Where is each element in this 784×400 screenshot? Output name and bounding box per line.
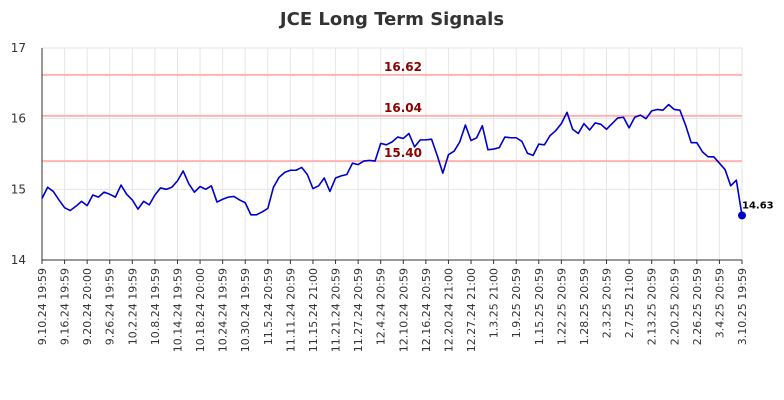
level-label: 16.62 [384, 60, 422, 74]
x-tick-label: 12.20.24 21:00 [442, 268, 455, 352]
x-tick-label: 2.20.25 20:59 [668, 268, 681, 345]
x-tick-label: 2.7.25 21:00 [623, 268, 636, 338]
level-label: 15.40 [384, 146, 422, 160]
x-tick-label: 12.10.24 20:59 [397, 268, 410, 352]
x-tick-label: 11.27.24 20:59 [352, 268, 365, 352]
last-point-marker [738, 211, 746, 220]
series-layer [41, 103, 746, 220]
x-tick-label: 11.21.24 20:59 [330, 268, 343, 352]
x-tick-label: 3.10.25 19:59 [736, 268, 749, 345]
x-tick-label: 2.26.25 20:59 [691, 268, 704, 345]
level-label: 16.04 [384, 101, 422, 115]
axis-layer: 14 15 16 17 9.10.24 19:59 9.16.24 19:59 9.20.2… [11, 41, 749, 352]
series-line [41, 103, 743, 216]
labels-layer: 16.62 16.04 15.40 14.63 [384, 60, 774, 212]
grid-layer [41, 47, 743, 261]
x-tick-label: 9.26.24 19:59 [104, 268, 117, 345]
x-tick-label: 12.27.24 21:00 [465, 268, 478, 352]
last-value-label: 14.63 [742, 200, 774, 211]
y-tick-label: 16 [11, 112, 26, 126]
y-tick-label: 17 [11, 41, 26, 55]
x-tick-label: 10.8.24 19:59 [149, 268, 162, 345]
x-tick-label: 2.3.25 20:59 [601, 268, 614, 338]
x-tick-label: 1.3.25 21:00 [488, 268, 501, 338]
x-tick-label: 1.15.25 20:59 [533, 268, 546, 345]
x-tick-label: 9.10.24 19:59 [36, 268, 49, 345]
levels-layer [42, 73, 742, 163]
x-tick-label: 10.18.24 20:00 [194, 268, 207, 352]
x-tick-label: 1.28.25 20:59 [578, 268, 591, 345]
x-tick-label: 10.24.24 19:59 [217, 268, 230, 352]
x-tick-label: 1.22.25 20:59 [555, 268, 568, 345]
x-tick-label: 11.11.24 20:59 [284, 268, 297, 352]
x-tick-label: 12.4.24 20:59 [375, 268, 388, 345]
x-tick-label: 10.14.24 19:59 [171, 268, 184, 352]
x-tick-label: 3.4.25 20:59 [713, 268, 726, 338]
y-tick-label: 14 [11, 253, 26, 267]
x-tick-label: 1.9.25 20:59 [510, 268, 523, 338]
x-tick-label: 10.2.24 19:59 [126, 268, 139, 345]
x-tick-label: 2.13.25 20:59 [646, 268, 659, 345]
x-tick-label: 11.5.24 20:59 [262, 268, 275, 345]
chart-title: JCE Long Term Signals [278, 9, 504, 30]
x-tick-label: 11.15.24 21:00 [307, 268, 320, 352]
y-tick-label: 15 [11, 182, 26, 196]
x-tick-label: 10.30.24 19:59 [239, 268, 252, 352]
x-tick-label: 9.16.24 19:59 [59, 268, 72, 345]
x-tick-label: 12.16.24 20:59 [420, 268, 433, 352]
x-tick-label: 9.20.24 20:00 [81, 268, 94, 345]
